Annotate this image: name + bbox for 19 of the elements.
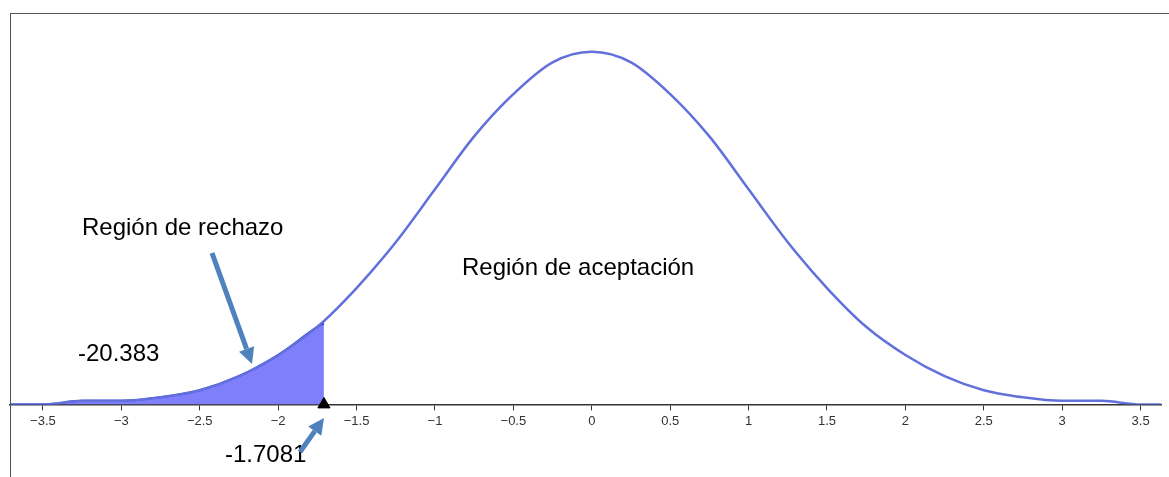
- x-tick-label: 2: [901, 412, 910, 428]
- x-tick-label: 3.5: [1131, 412, 1150, 428]
- annotation: -1.7081: [224, 440, 307, 468]
- x-tick-label: −3.5: [30, 412, 56, 428]
- annotation: Región de aceptación: [462, 253, 695, 280]
- x-tick-label: 2.5: [974, 412, 993, 428]
- annotation: Región de rechazo: [82, 213, 284, 240]
- x-tick-label: −2.5: [186, 412, 213, 428]
- x-tick-label: 1: [744, 412, 753, 428]
- x-tick-label: 0.5: [661, 412, 680, 428]
- x-tick-label: 0: [588, 412, 596, 428]
- x-tick-label: −0.5: [500, 412, 527, 428]
- x-tick-label: −1.5: [343, 412, 370, 428]
- x-tick-label: −3: [113, 412, 129, 428]
- x-tick-label: 3: [1058, 412, 1066, 428]
- x-tick-label: −1: [427, 412, 443, 428]
- annotation: -20.383: [78, 339, 160, 366]
- x-tick-label: 1.5: [817, 412, 837, 428]
- x-tick-label: −2: [270, 412, 286, 428]
